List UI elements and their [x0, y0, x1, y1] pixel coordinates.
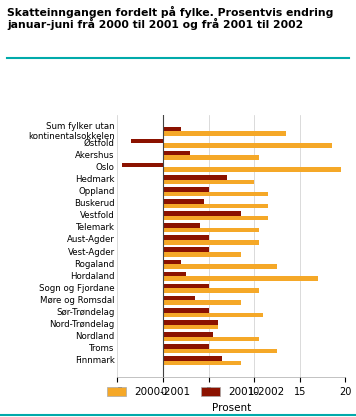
- Bar: [163, 247, 209, 252]
- Bar: [163, 324, 218, 329]
- Bar: [163, 180, 254, 184]
- Bar: [163, 344, 209, 349]
- Bar: [163, 131, 286, 136]
- Bar: [163, 192, 268, 196]
- Bar: [163, 288, 259, 293]
- X-axis label: Prosent: Prosent: [212, 403, 251, 413]
- Bar: [163, 199, 204, 204]
- Bar: [163, 259, 181, 264]
- Bar: [163, 127, 181, 131]
- Bar: [163, 168, 341, 172]
- Bar: [163, 308, 209, 312]
- Text: januar-juni frå 2000 til 2001 og frå 2001 til 2002: januar-juni frå 2000 til 2001 og frå 200…: [7, 18, 303, 30]
- Bar: [163, 156, 259, 160]
- Bar: [163, 349, 277, 353]
- Bar: [163, 187, 209, 192]
- Bar: [163, 264, 277, 269]
- Bar: [163, 151, 190, 156]
- Bar: [163, 216, 268, 221]
- Legend: 2000-2001, 2001-2002: 2000-2001, 2001-2002: [103, 383, 288, 402]
- Bar: [163, 320, 218, 324]
- Bar: [163, 235, 209, 240]
- Bar: [163, 143, 332, 148]
- Bar: [163, 332, 213, 337]
- Bar: [163, 240, 259, 245]
- Bar: [163, 228, 259, 233]
- Bar: [163, 296, 195, 300]
- Bar: [163, 300, 241, 305]
- Bar: [163, 204, 268, 208]
- Bar: [163, 361, 241, 365]
- Bar: [163, 252, 241, 257]
- Bar: [163, 224, 199, 228]
- Bar: [131, 139, 163, 143]
- Bar: [163, 276, 318, 281]
- Bar: [163, 356, 222, 361]
- Bar: [163, 271, 186, 276]
- Text: Skatteinngangen fordelt på fylke. Prosentvis endring: Skatteinngangen fordelt på fylke. Prosen…: [7, 6, 334, 18]
- Bar: [163, 175, 227, 180]
- Bar: [122, 163, 163, 168]
- Bar: [163, 211, 241, 216]
- Bar: [163, 284, 209, 288]
- Bar: [163, 312, 263, 317]
- Bar: [163, 337, 259, 341]
